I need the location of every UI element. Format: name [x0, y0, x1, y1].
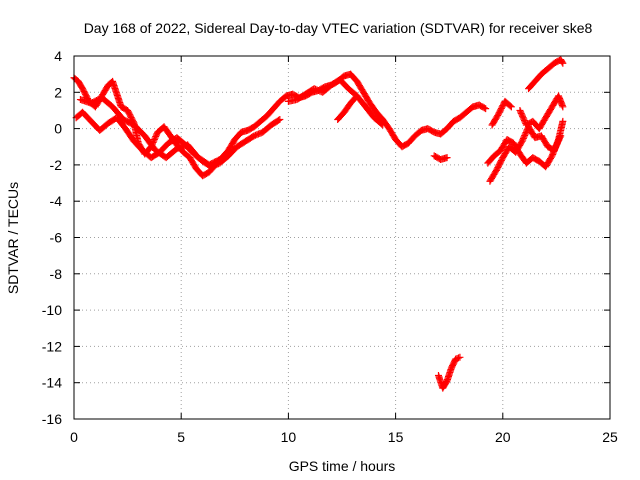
series-track-8: [486, 123, 565, 185]
data-point: [454, 354, 462, 362]
series-track-12: [434, 353, 464, 392]
series-track-4: [284, 76, 387, 129]
x-tick-label: 15: [388, 429, 404, 445]
y-tick-label: 4: [54, 48, 62, 64]
data-point: [443, 154, 451, 162]
series-track-10: [516, 92, 567, 133]
x-tick-label: 10: [281, 429, 297, 445]
data-point: [559, 103, 567, 111]
y-tick-label: 2: [54, 84, 62, 100]
data-point: [275, 116, 283, 124]
data-point: [482, 105, 490, 113]
data-point: [506, 102, 514, 110]
chart-title: Day 168 of 2022, Sidereal Day-to-day VTE…: [84, 20, 593, 36]
data-point: [556, 133, 564, 141]
data-point: [558, 58, 566, 66]
data-points: [70, 56, 567, 392]
data-point: [227, 148, 235, 156]
series-track-7: [484, 117, 567, 171]
series-track-9: [488, 97, 515, 129]
x-tick-label: 0: [70, 429, 78, 445]
data-point: [353, 92, 361, 100]
series-track-2: [72, 108, 284, 171]
x-tick-label: 25: [602, 429, 618, 445]
x-axis-label: GPS time / hours: [289, 458, 396, 474]
y-tick-label: -6: [50, 230, 63, 246]
y-tick-label: -8: [50, 266, 63, 282]
x-tick-label: 20: [495, 429, 511, 445]
data-point: [557, 132, 565, 140]
data-point: [456, 353, 464, 361]
series-track-11: [525, 56, 567, 93]
data-point: [276, 116, 284, 124]
data-point: [507, 103, 515, 111]
x-tick-label: 5: [177, 429, 185, 445]
data-point: [559, 117, 567, 125]
y-tick-label: -2: [50, 157, 63, 173]
data-point: [480, 104, 488, 112]
data-point: [225, 149, 233, 157]
y-axis-label: SDTVAR / TECUs: [5, 182, 21, 294]
data-point: [378, 120, 386, 128]
data-point: [559, 59, 567, 67]
y-tick-label: -14: [42, 375, 62, 391]
series-track-3: [76, 94, 235, 169]
data-point: [379, 121, 387, 129]
series-track-6: [430, 152, 451, 163]
y-tick-label: -4: [50, 193, 63, 209]
grid: [74, 56, 610, 419]
series-track-5: [334, 92, 361, 124]
y-tick-label: -10: [42, 302, 62, 318]
y-tick-label: -16: [42, 411, 62, 427]
y-tick-label: -12: [42, 338, 62, 354]
y-tick-label: 0: [54, 121, 62, 137]
data-point: [352, 93, 360, 101]
